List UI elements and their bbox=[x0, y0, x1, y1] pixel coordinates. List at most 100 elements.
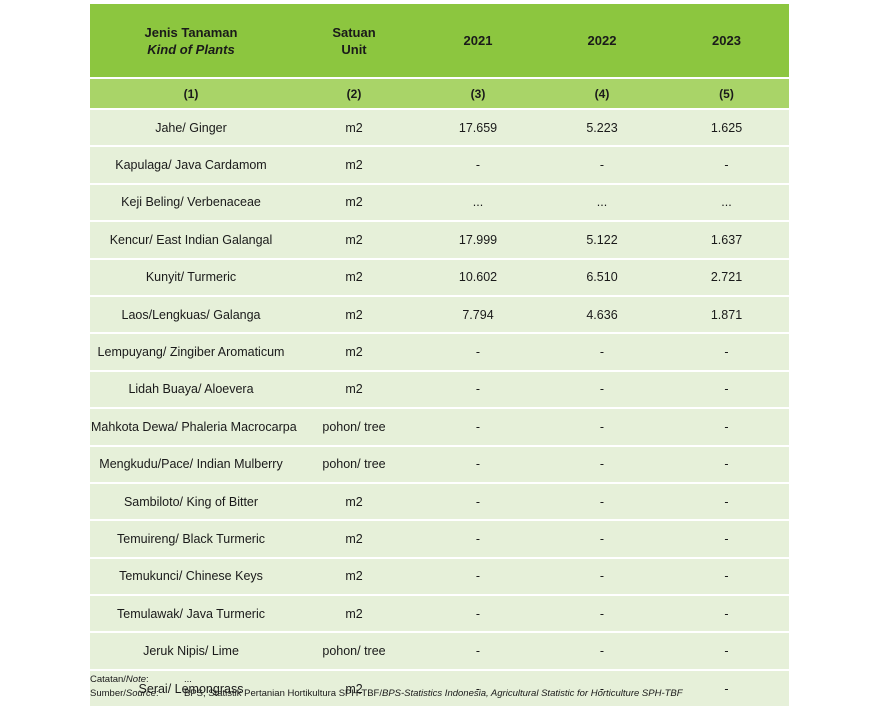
column-number: (1) bbox=[90, 79, 292, 108]
cell-2023: - bbox=[664, 409, 789, 445]
cell-2022: - bbox=[540, 409, 664, 445]
cell-plant: Mengkudu/Pace/ Indian Mulberry bbox=[90, 446, 292, 482]
cell-plant: Laos/Lengkuas/ Galanga bbox=[90, 296, 292, 333]
cell-2023: - bbox=[664, 670, 789, 707]
source-line: Sumber/Source: BPS, Statistik Pertanian … bbox=[90, 687, 683, 701]
cell-2023: - bbox=[664, 371, 789, 408]
table-row: Lidah Buaya/ Aloevera m2- - - bbox=[90, 371, 789, 408]
cell-plant: Jahe/ Ginger bbox=[90, 110, 292, 146]
cell-2023: - bbox=[664, 446, 789, 482]
cell-2021: ... bbox=[416, 184, 540, 221]
source-value: BPS, Statistik Pertanian Hortikultura SP… bbox=[184, 688, 683, 699]
cell-unit: m2 bbox=[292, 334, 416, 370]
cell-2022: ... bbox=[540, 184, 664, 221]
cell-2022: - bbox=[540, 483, 664, 520]
data-table: Jenis Tanaman Kind of Plants Satuan Unit… bbox=[90, 2, 789, 708]
cell-2023: 1.871 bbox=[664, 296, 789, 333]
cell-2021: - bbox=[416, 409, 540, 445]
cell-plant: Lidah Buaya/ Aloevera bbox=[90, 371, 292, 408]
note-line: Catatan/Note: ... bbox=[90, 673, 683, 687]
table-row: Temuireng/ Black Turmeric m2- - - bbox=[90, 521, 789, 557]
column-number: (2) bbox=[292, 79, 416, 108]
cell-2022: - bbox=[540, 670, 664, 707]
cell-2021: - bbox=[416, 334, 540, 370]
cell-2022: - bbox=[540, 446, 664, 482]
cell-2021: - bbox=[416, 558, 540, 595]
cell-plant: Sambiloto/ King of Bitter bbox=[90, 483, 292, 520]
header-kind-id: Jenis Tanaman bbox=[144, 24, 238, 40]
cell-plant: Lempuyang/ Zingiber Aromaticum bbox=[90, 334, 292, 370]
cell-2022: - bbox=[540, 521, 664, 557]
table-row: Mengkudu/Pace/ Indian Mulberry pohon/ tre… bbox=[90, 446, 789, 482]
cell-2021: - bbox=[416, 596, 540, 632]
cell-2021: - bbox=[416, 446, 540, 482]
cell-2023: 1.637 bbox=[664, 222, 789, 258]
cell-2023: - bbox=[664, 147, 789, 183]
cell-unit: m2 bbox=[292, 259, 416, 295]
cell-plant: Temuireng/ Black Turmeric bbox=[90, 521, 292, 557]
table-row: Laos/Lengkuas/ Galanga m2 7.794 4.636 1.871 bbox=[90, 296, 789, 333]
column-number: (5) bbox=[664, 79, 789, 108]
cell-2022: 4.636 bbox=[540, 296, 664, 333]
cell-2022: 5.223 bbox=[540, 110, 664, 146]
table-header-row: Jenis Tanaman Kind of Plants Satuan Unit… bbox=[90, 4, 789, 77]
header-unit: Satuan Unit bbox=[292, 4, 416, 77]
cell-2021: - bbox=[416, 521, 540, 557]
cell-2023: - bbox=[664, 596, 789, 632]
cell-2022: - bbox=[540, 371, 664, 408]
cell-plant: Kunyit/ Turmeric bbox=[90, 259, 292, 295]
cell-unit: m2 bbox=[292, 371, 416, 408]
table-row: Serai/ Lemongrass m2- - - bbox=[90, 670, 789, 707]
cell-2021: 17.659 bbox=[416, 110, 540, 146]
cell-plant: Temukunci/ Chinese Keys bbox=[90, 558, 292, 595]
cell-plant: Temulawak/ Java Turmeric bbox=[90, 596, 292, 632]
column-number: (4) bbox=[540, 79, 664, 108]
header-year-2021: 2021 bbox=[416, 4, 540, 77]
cell-2021: - bbox=[416, 633, 540, 669]
header-year-2023: 2023 bbox=[664, 4, 789, 77]
cell-2021: - bbox=[416, 371, 540, 408]
header-unit-id: Satuan bbox=[332, 24, 376, 40]
cell-plant: Serai/ Lemongrass bbox=[90, 670, 292, 707]
cell-2022: - bbox=[540, 147, 664, 183]
header-kind-of-plants: Jenis Tanaman Kind of Plants bbox=[90, 4, 292, 77]
column-number-row: (1) (2) (3) (4) (5) bbox=[90, 79, 789, 108]
cell-2022: - bbox=[540, 334, 664, 370]
cell-2022: - bbox=[540, 558, 664, 595]
table-row: Jahe/ Ginger m2 17.659 5.223 1.625 bbox=[90, 110, 789, 146]
cell-2021: 7.794 bbox=[416, 296, 540, 333]
cell-2021: - bbox=[416, 670, 540, 707]
note-value: ... bbox=[184, 674, 192, 685]
cell-unit: pohon/ tree bbox=[292, 633, 416, 669]
table-body: Jahe/ Ginger m2 17.659 5.223 1.625 Kapulaga/ … bbox=[90, 110, 789, 707]
cell-unit: m2 bbox=[292, 483, 416, 520]
cell-2021: - bbox=[416, 147, 540, 183]
cell-2021: 17.999 bbox=[416, 222, 540, 258]
table-row: Mahkota Dewa/ Phaleria Macrocarpa pohon/ … bbox=[90, 409, 789, 445]
table-row: Temukunci/ Chinese Keys m2- - - bbox=[90, 558, 789, 595]
cell-2023: - bbox=[664, 558, 789, 595]
cell-plant: Jeruk Nipis/ Lime bbox=[90, 633, 292, 669]
cell-unit: m2 bbox=[292, 558, 416, 595]
cell-unit: m2 bbox=[292, 110, 416, 146]
table-row: Keji Beling/ Verbenaceae m2......... bbox=[90, 184, 789, 221]
cell-2023: 1.625 bbox=[664, 110, 789, 146]
cell-2023: - bbox=[664, 483, 789, 520]
cell-2022: 5.122 bbox=[540, 222, 664, 258]
cell-2023: - bbox=[664, 334, 789, 370]
cell-2023: - bbox=[664, 521, 789, 557]
header-kind-en: Kind of Plants bbox=[147, 41, 235, 57]
cell-unit: m2 bbox=[292, 296, 416, 333]
cell-unit: pohon/ tree bbox=[292, 446, 416, 482]
cell-unit: m2 bbox=[292, 521, 416, 557]
column-number: (3) bbox=[416, 79, 540, 108]
table-row: Temulawak/ Java Turmeric m2- - - bbox=[90, 596, 789, 632]
table-row: Jeruk Nipis/ Lime pohon/ tree - - - bbox=[90, 633, 789, 669]
header-unit-en: Unit bbox=[341, 41, 367, 57]
cell-2022: - bbox=[540, 596, 664, 632]
table-row: Sambiloto/ King of Bitter m2- - - bbox=[90, 483, 789, 520]
cell-2023: 2.721 bbox=[664, 259, 789, 295]
cell-plant: Kencur/ East Indian Galangal bbox=[90, 222, 292, 258]
table-row: Kencur/ East Indian Galangal m2 17.999 5.12… bbox=[90, 222, 789, 258]
cell-unit: pohon/ tree bbox=[292, 409, 416, 445]
